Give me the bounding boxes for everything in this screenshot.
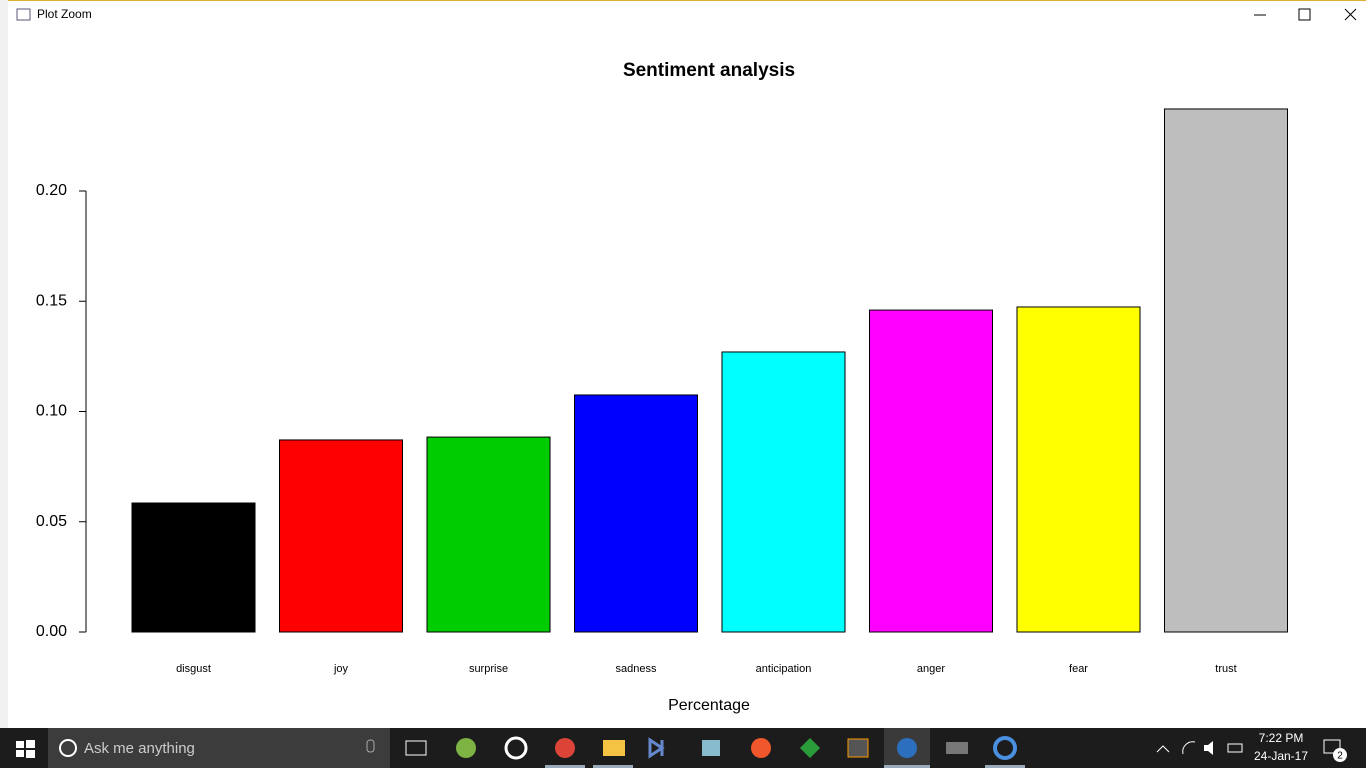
window-title: Plot Zoom — [37, 7, 92, 21]
chrome-icon[interactable] — [555, 738, 575, 758]
search-placeholder: Ask me anything — [84, 740, 195, 757]
bar — [278, 439, 404, 633]
bar — [1163, 108, 1289, 633]
active-indicator — [985, 765, 1025, 768]
window-border — [0, 0, 1366, 1]
y-tick-label: 0.05 — [36, 513, 67, 530]
network-icon[interactable] — [1182, 741, 1196, 755]
volume-icon[interactable] — [1204, 741, 1213, 755]
app-icon[interactable] — [702, 740, 720, 756]
tray-chevron[interactable] — [1156, 745, 1170, 753]
x-tick-label: joy — [333, 663, 349, 675]
y-tick-label: 0.20 — [36, 182, 67, 199]
bar — [721, 351, 846, 633]
start-button[interactable] — [16, 740, 35, 758]
task-view[interactable] — [405, 740, 427, 756]
bar — [131, 502, 256, 633]
bar — [426, 436, 551, 633]
active-indicator — [884, 765, 930, 768]
y-tick-label: 0.15 — [36, 292, 67, 309]
app-icon[interactable] — [946, 742, 968, 754]
x-tick-label: disgust — [176, 663, 211, 675]
plot: 0.00 0.05 0.10 0.15 0.20 disgust joy surprise sa… — [36, 108, 1289, 675]
clock-date[interactable]: 24-Jan-17 — [1254, 749, 1308, 763]
bar — [1016, 306, 1141, 633]
battery-icon[interactable] — [1227, 743, 1243, 753]
chart-title: Sentiment analysis — [623, 60, 795, 81]
active-indicator — [545, 765, 585, 768]
app-icon[interactable] — [751, 738, 771, 758]
x-tick-label: anticipation — [756, 663, 812, 675]
search-box[interactable] — [48, 728, 390, 768]
r-icon — [897, 738, 917, 758]
window-icon — [16, 8, 31, 21]
x-tick-label: fear — [1069, 663, 1088, 675]
explorer-icon[interactable] — [603, 740, 625, 756]
vs-icon[interactable] — [648, 737, 665, 759]
app-icon[interactable] — [800, 738, 820, 758]
x-tick-label: sadness — [616, 663, 657, 675]
x-tick-label: trust — [1215, 663, 1236, 675]
window-edge — [0, 0, 8, 728]
bar — [573, 394, 699, 633]
x-tick-label: surprise — [469, 663, 508, 675]
y-tick-label: 0.10 — [36, 403, 67, 420]
close-button[interactable] — [1344, 8, 1357, 21]
x-tick-label: anger — [917, 663, 945, 675]
app-icon[interactable] — [993, 736, 1017, 760]
sublime-icon[interactable] — [847, 738, 869, 758]
y-tick-label: 0.00 — [36, 623, 67, 640]
notification-count: 2 — [1337, 751, 1343, 762]
x-axis-label: Percentage — [668, 697, 750, 714]
notification-badge — [1333, 748, 1347, 762]
active-indicator — [593, 765, 633, 768]
maximize-button[interactable] — [1298, 8, 1311, 21]
app-icon[interactable] — [504, 736, 528, 760]
app-icon[interactable] — [456, 738, 476, 758]
mic-icon — [366, 739, 375, 753]
bar — [868, 309, 994, 633]
clock-time[interactable]: 7:22 PM — [1259, 731, 1304, 745]
cortana-icon — [59, 739, 77, 757]
action-center[interactable] — [1323, 739, 1341, 754]
